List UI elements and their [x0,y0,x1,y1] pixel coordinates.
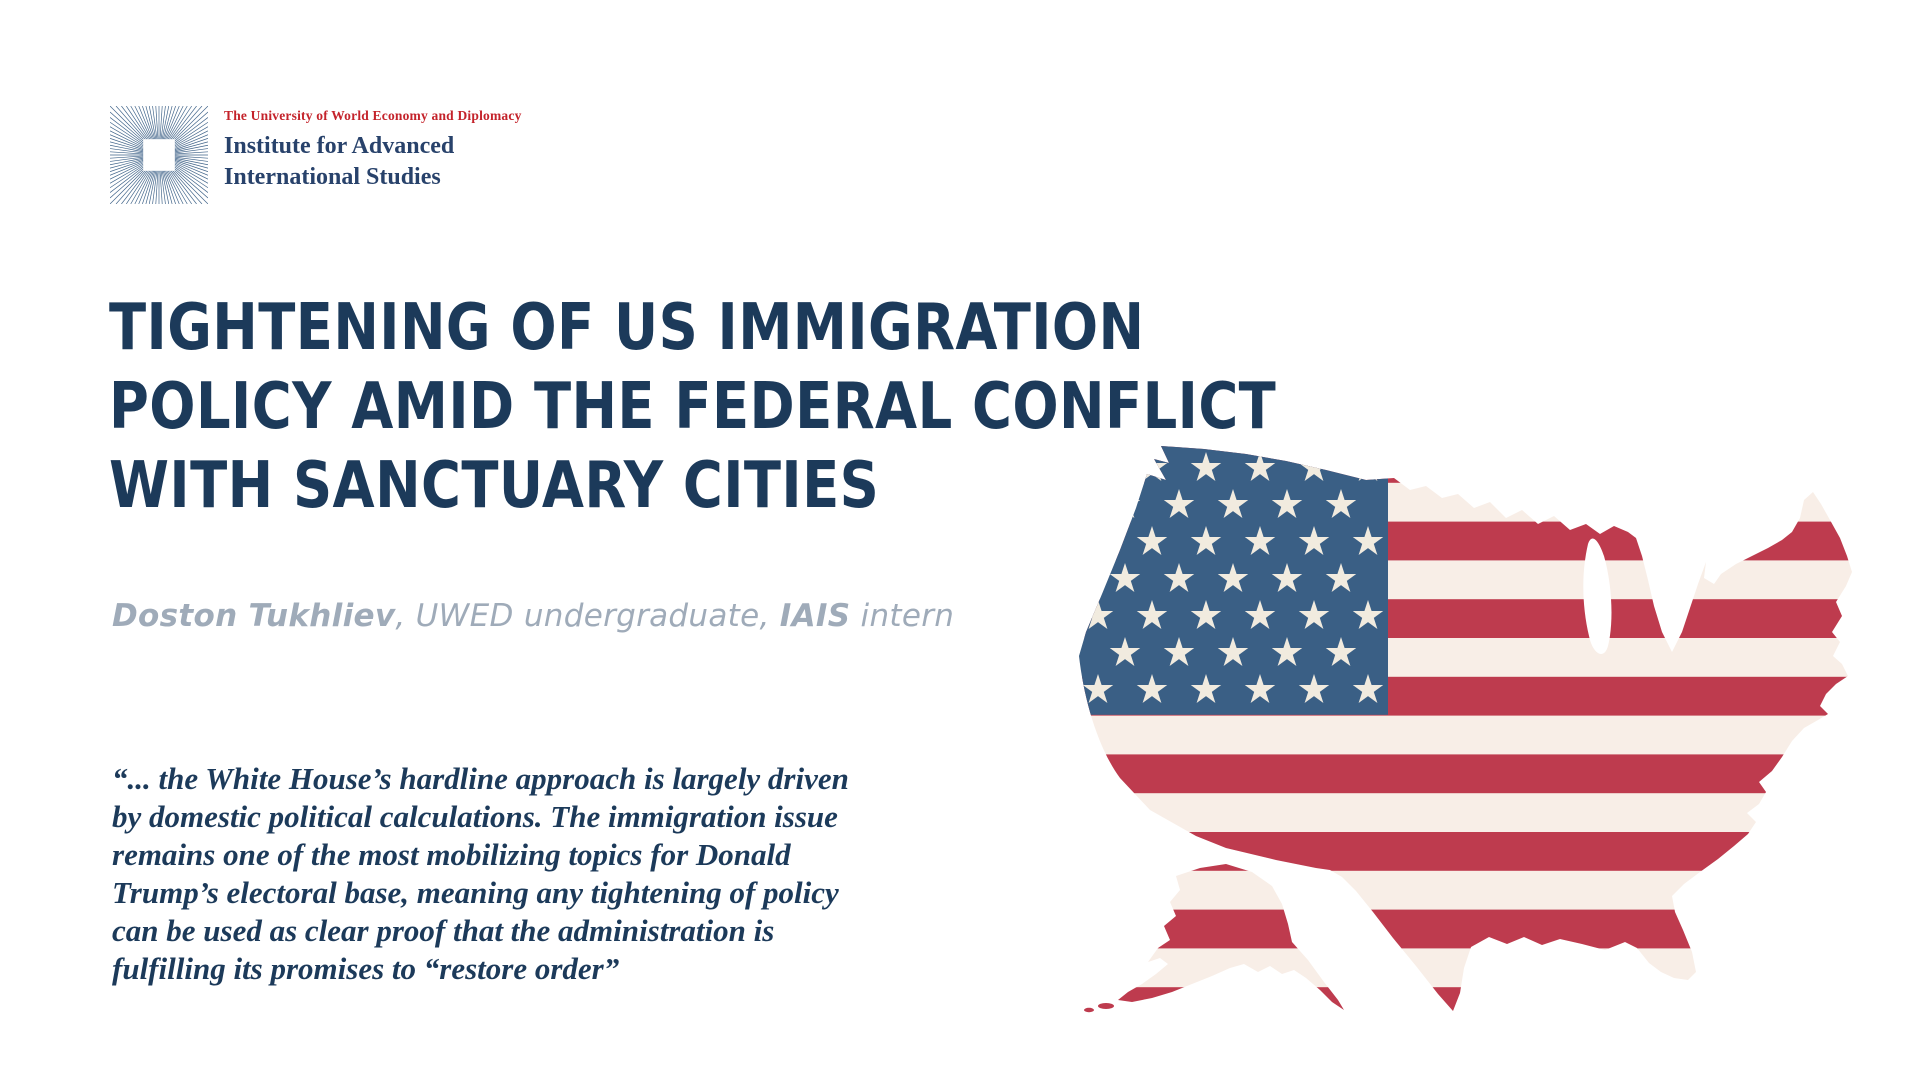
usa-flag-map [1079,446,1852,1013]
author-organization: IAIS [779,598,851,634]
university-name: The University of World Economy and Dipl… [224,108,522,123]
starburst-center-square [143,139,175,171]
logo-block: The University of World Economy and Dipl… [110,106,522,204]
institute-name-line2: International Studies [224,164,441,190]
author-line: Doston Tukhliev, UWED undergraduate, IAI… [112,598,954,634]
institute-name-line1: Institute for Advanced [224,133,455,159]
page-title: TIGHTENING OF US IMMIGRATION POLICY AMID… [109,290,1277,523]
author-affiliation: , UWED undergraduate, [395,598,780,634]
quote-text: “... the White House’s hardline approach… [112,761,849,986]
logo-text: The University of World Economy and Dipl… [224,106,522,204]
starburst-logo-icon [110,106,208,204]
author-role: intern [850,598,955,634]
author-name: Doston Tukhliev [112,598,396,634]
